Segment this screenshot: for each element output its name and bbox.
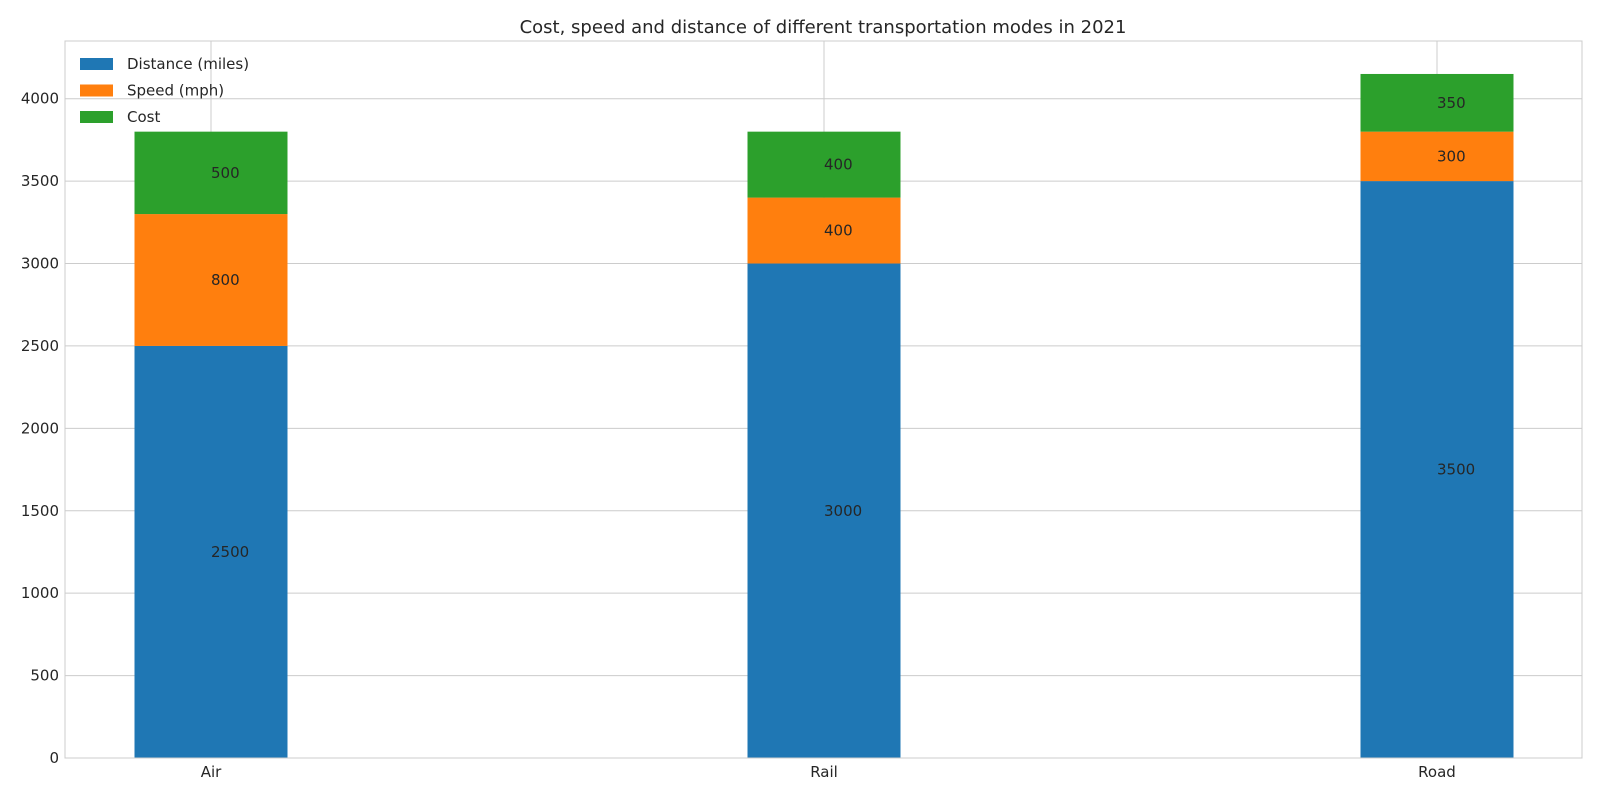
x-tick-label: Air: [201, 763, 222, 781]
bar-road-series-0: [1360, 181, 1514, 758]
legend: Distance (miles) Speed (mph) Cost: [80, 55, 249, 126]
data-label: 400: [824, 222, 853, 240]
bar-air-series-1: [134, 214, 288, 346]
y-tick-label: 2500: [21, 337, 59, 355]
x-tick-label: Rail: [810, 763, 838, 781]
legend-swatch: [80, 111, 113, 123]
data-label: 350: [1437, 94, 1466, 112]
y-tick-label: 4000: [21, 90, 59, 108]
axis-ticks: 0 500 1000 1500 2000 2500 3000 3500 4000 Air Rail R…: [21, 90, 1456, 781]
y-tick-label: 500: [30, 667, 59, 685]
data-label: 500: [211, 164, 240, 182]
bar-road-series-1: [1360, 131, 1514, 182]
data-label: 3500: [1437, 461, 1475, 479]
bar-air-series-2: [134, 131, 288, 215]
y-tick-label: 1500: [21, 502, 59, 520]
y-tick-label: 0: [49, 749, 59, 767]
legend-label: Speed (mph): [127, 82, 224, 100]
legend-swatch: [80, 84, 113, 97]
bar-road-series-2: [1360, 73, 1514, 132]
bar-air-series-0: [134, 345, 288, 758]
legend-label: Cost: [127, 108, 160, 126]
data-label: 400: [824, 156, 853, 174]
legend-label: Distance (miles): [127, 55, 249, 73]
y-tick-label: 3500: [21, 172, 59, 190]
y-tick-label: 3000: [21, 255, 59, 273]
data-label: 800: [211, 271, 240, 289]
bar-rail-series-0: [747, 263, 901, 758]
data-label: 3000: [824, 502, 862, 520]
y-tick-label: 1000: [21, 584, 59, 602]
data-label: 2500: [211, 543, 249, 561]
y-tick-label: 2000: [21, 419, 59, 437]
bar-rail-series-1: [747, 197, 901, 264]
legend-swatch: [80, 58, 113, 70]
chart-title: Cost, speed and distance of different tr…: [520, 17, 1127, 38]
data-label: 300: [1437, 147, 1466, 165]
plot-frame: [64, 40, 1583, 759]
bar-rail-series-2: [747, 131, 901, 198]
bars: [134, 73, 1514, 758]
data-labels: 2500 800 500 3000 400 400 3500 300 350: [211, 94, 1475, 561]
x-tick-label: Road: [1418, 763, 1456, 781]
